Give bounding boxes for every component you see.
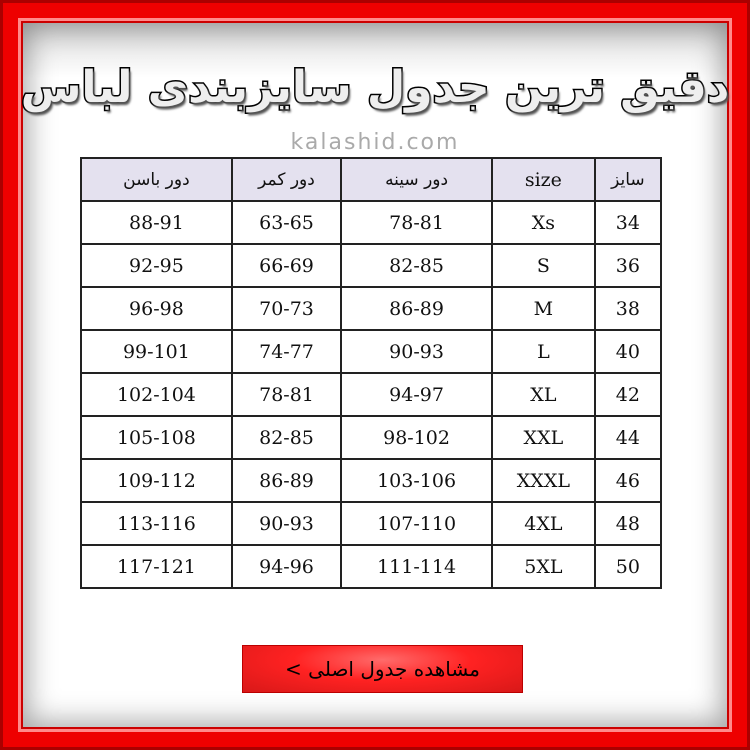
table-row: 40 L 90-93 74-77 99-101 [80,329,663,374]
table-cell: 82-85 [230,415,343,460]
table-cell: 46 [593,458,663,503]
column-header: دور سینه [340,157,493,202]
table-cell: 96-98 [80,286,233,331]
table-cell: 111-114 [340,544,493,589]
table-cell: 98-102 [340,415,493,460]
table-cell: M [490,286,596,331]
table-cell: 92-95 [80,243,233,288]
table-cell: Xs [490,200,596,245]
table-cell: 78-81 [230,372,343,417]
table-cell: 42 [593,372,663,417]
website-watermark: kalashid.com [290,130,460,155]
table-cell: 4XL [490,501,596,546]
table-cell: 66-69 [230,243,343,288]
table-cell: 109-112 [80,458,233,503]
table-cell: 74-77 [230,329,343,374]
table-cell: 88-91 [80,200,233,245]
table-cell: 105-108 [80,415,233,460]
table-cell: XL [490,372,596,417]
table-row: 42 XL 94-97 78-81 102-104 [80,372,663,417]
table-header-row: سایز size دور سینه دور کمر دور باسن [80,157,663,202]
table-row: 50 5XL 111-114 94-96 117-121 [80,544,663,589]
table-row: 36 S 82-85 66-69 92-95 [80,243,663,288]
table-row: 44 XXL 98-102 82-85 105-108 [80,415,663,460]
size-table: سایز size دور سینه دور کمر دور باسن 34 Xs 78-8… [80,157,663,589]
table-row: 46 XXXL 103-106 86-89 109-112 [80,458,663,503]
table-row: 34 Xs 78-81 63-65 88-91 [80,200,663,245]
table-cell: 34 [593,200,663,245]
table-row: 38 M 86-89 70-73 96-98 [80,286,663,331]
column-header: دور کمر [230,157,343,202]
table-cell: S [490,243,596,288]
page-title: دقیق ترین جدول سایزبندی لباس [19,61,731,115]
table-cell: 86-89 [230,458,343,503]
table-cell: 36 [593,243,663,288]
table-cell: 5XL [490,544,596,589]
table-cell: 82-85 [340,243,493,288]
table-cell: 38 [593,286,663,331]
table-cell: 107-110 [340,501,493,546]
table-cell: XXXL [490,458,596,503]
table-cell: 99-101 [80,329,233,374]
table-cell: 63-65 [230,200,343,245]
table-cell: 117-121 [80,544,233,589]
table-cell: XXL [490,415,596,460]
table-cell: 94-97 [340,372,493,417]
table-cell: 102-104 [80,372,233,417]
table-cell: 50 [593,544,663,589]
table-cell: 94-96 [230,544,343,589]
table-cell: 70-73 [230,286,343,331]
table-cell: 90-93 [230,501,343,546]
table-cell: 86-89 [340,286,493,331]
table-cell: 113-116 [80,501,233,546]
view-original-table-button[interactable]: مشاهده جدول اصلی > [242,645,523,693]
table-cell: 78-81 [340,200,493,245]
table-cell: 40 [593,329,663,374]
table-cell: 90-93 [340,329,493,374]
table-cell: 103-106 [340,458,493,503]
table-cell: L [490,329,596,374]
column-header: سایز [593,157,663,202]
column-header: size [490,157,596,202]
table-cell: 48 [593,501,663,546]
column-header: دور باسن [80,157,233,202]
table-row: 48 4XL 107-110 90-93 113-116 [80,501,663,546]
table-cell: 44 [593,415,663,460]
